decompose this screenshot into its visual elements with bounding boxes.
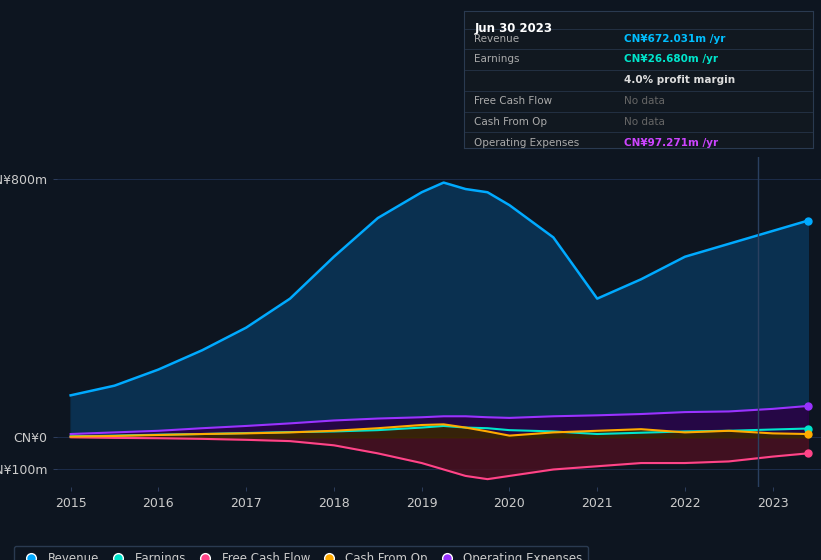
Text: Cash From Op: Cash From Op — [475, 117, 548, 127]
Text: 4.0% profit margin: 4.0% profit margin — [624, 76, 736, 85]
Text: CN¥26.680m /yr: CN¥26.680m /yr — [624, 54, 718, 64]
Text: No data: No data — [624, 96, 665, 106]
Text: No data: No data — [624, 117, 665, 127]
Text: CN¥672.031m /yr: CN¥672.031m /yr — [624, 34, 726, 44]
Text: Earnings: Earnings — [475, 54, 520, 64]
Text: Jun 30 2023: Jun 30 2023 — [475, 22, 553, 35]
Text: Free Cash Flow: Free Cash Flow — [475, 96, 553, 106]
Legend: Revenue, Earnings, Free Cash Flow, Cash From Op, Operating Expenses: Revenue, Earnings, Free Cash Flow, Cash … — [14, 546, 589, 560]
Text: Operating Expenses: Operating Expenses — [475, 138, 580, 148]
Text: Revenue: Revenue — [475, 34, 520, 44]
Text: CN¥97.271m /yr: CN¥97.271m /yr — [624, 138, 718, 148]
